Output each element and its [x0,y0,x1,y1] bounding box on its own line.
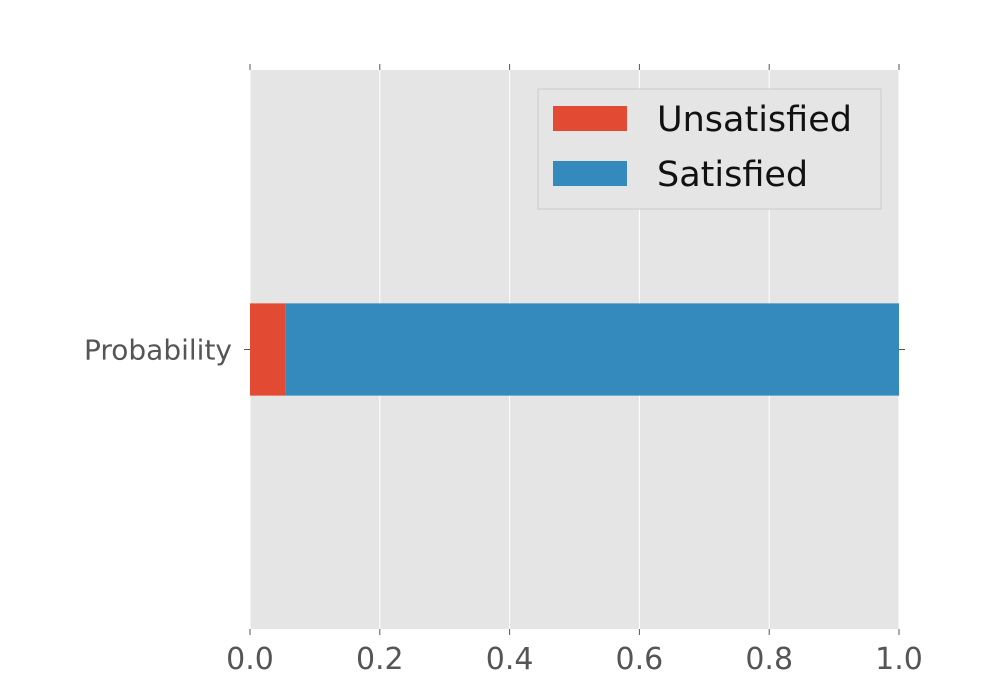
y-tick-labels: Probability [84,334,232,367]
y-tick-label: Probability [84,334,232,367]
legend: Unsatisfied Satisfied [537,88,882,210]
bar-satisfied [285,303,899,396]
x-tick-label: 0.4 [486,642,534,677]
x-tick-labels: 0.0 0.2 0.4 0.6 0.8 1.0 [226,642,923,677]
x-tick-label: 0.0 [226,642,274,677]
x-tick-label: 0.8 [745,642,793,677]
legend-swatch-satisfied [553,161,627,186]
x-tick-label: 0.6 [616,642,664,677]
x-tick-label: 0.2 [356,642,404,677]
legend-swatch-unsatisfied [553,106,627,131]
axis-ticks [244,64,905,635]
legend-label-unsatisfied: Unsatisfied [657,100,852,140]
bars [250,303,899,396]
bar-unsatisfied [250,303,286,396]
legend-label-satisfied: Satisfied [657,155,808,195]
x-tick-label: 1.0 [875,642,923,677]
